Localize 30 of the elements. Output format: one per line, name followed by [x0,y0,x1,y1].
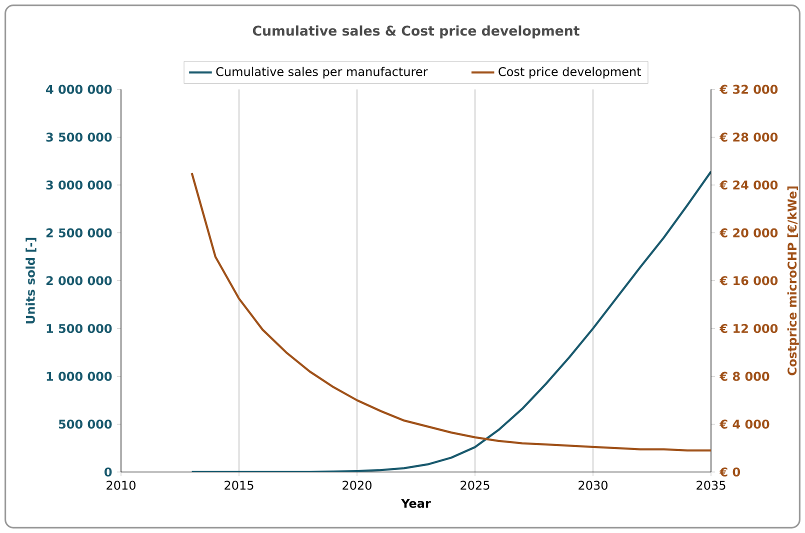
y-tick-label: 0 [104,467,112,477]
chart-title: Cumulative sales & Cost price development [252,25,580,38]
y2-tick-label: € 8 000 [719,372,770,381]
y2-tick-label: € 24 000 [719,180,778,190]
legend-label: Cumulative sales per manufacturer [216,66,428,78]
y2-tick-label: € 12 000 [719,324,778,334]
y-tick-label: 3 500 000 [46,132,112,142]
y2-tick-label: € 0 [719,467,740,477]
x-tick-label: 2020 [342,480,372,490]
y2-tick-label: € 16 000 [719,276,778,286]
legend-label: Cost price development [498,66,642,78]
y2-tick-label: € 20 000 [719,228,778,238]
x-tick-label: 2010 [106,480,136,490]
y-axis-title: Units sold [-] [26,238,36,324]
x-tick-label: 2035 [696,480,726,490]
x-tick-label: 2015 [224,480,254,490]
x-tick-label: 2025 [460,480,490,490]
y2-tick-label: € 4 000 [719,420,770,429]
y2-axis-title: Costprice microCHP [€/kWe] [787,186,799,376]
x-tick-label: 2030 [578,480,608,490]
y-tick-label: 4 000 000 [46,84,112,94]
y-tick-label: 2 000 000 [46,276,112,286]
y-tick-label: 1 000 000 [46,372,112,381]
y2-tick-label: € 32 000 [719,84,778,94]
y-tick-label: 3 000 000 [46,180,112,190]
x-axis-title: Year [401,498,431,508]
y-tick-label: 500 000 [58,420,112,429]
y-tick-label: 2 500 000 [46,228,112,238]
y-tick-label: 1 500 000 [46,324,112,334]
y2-tick-label: € 28 000 [719,132,778,142]
